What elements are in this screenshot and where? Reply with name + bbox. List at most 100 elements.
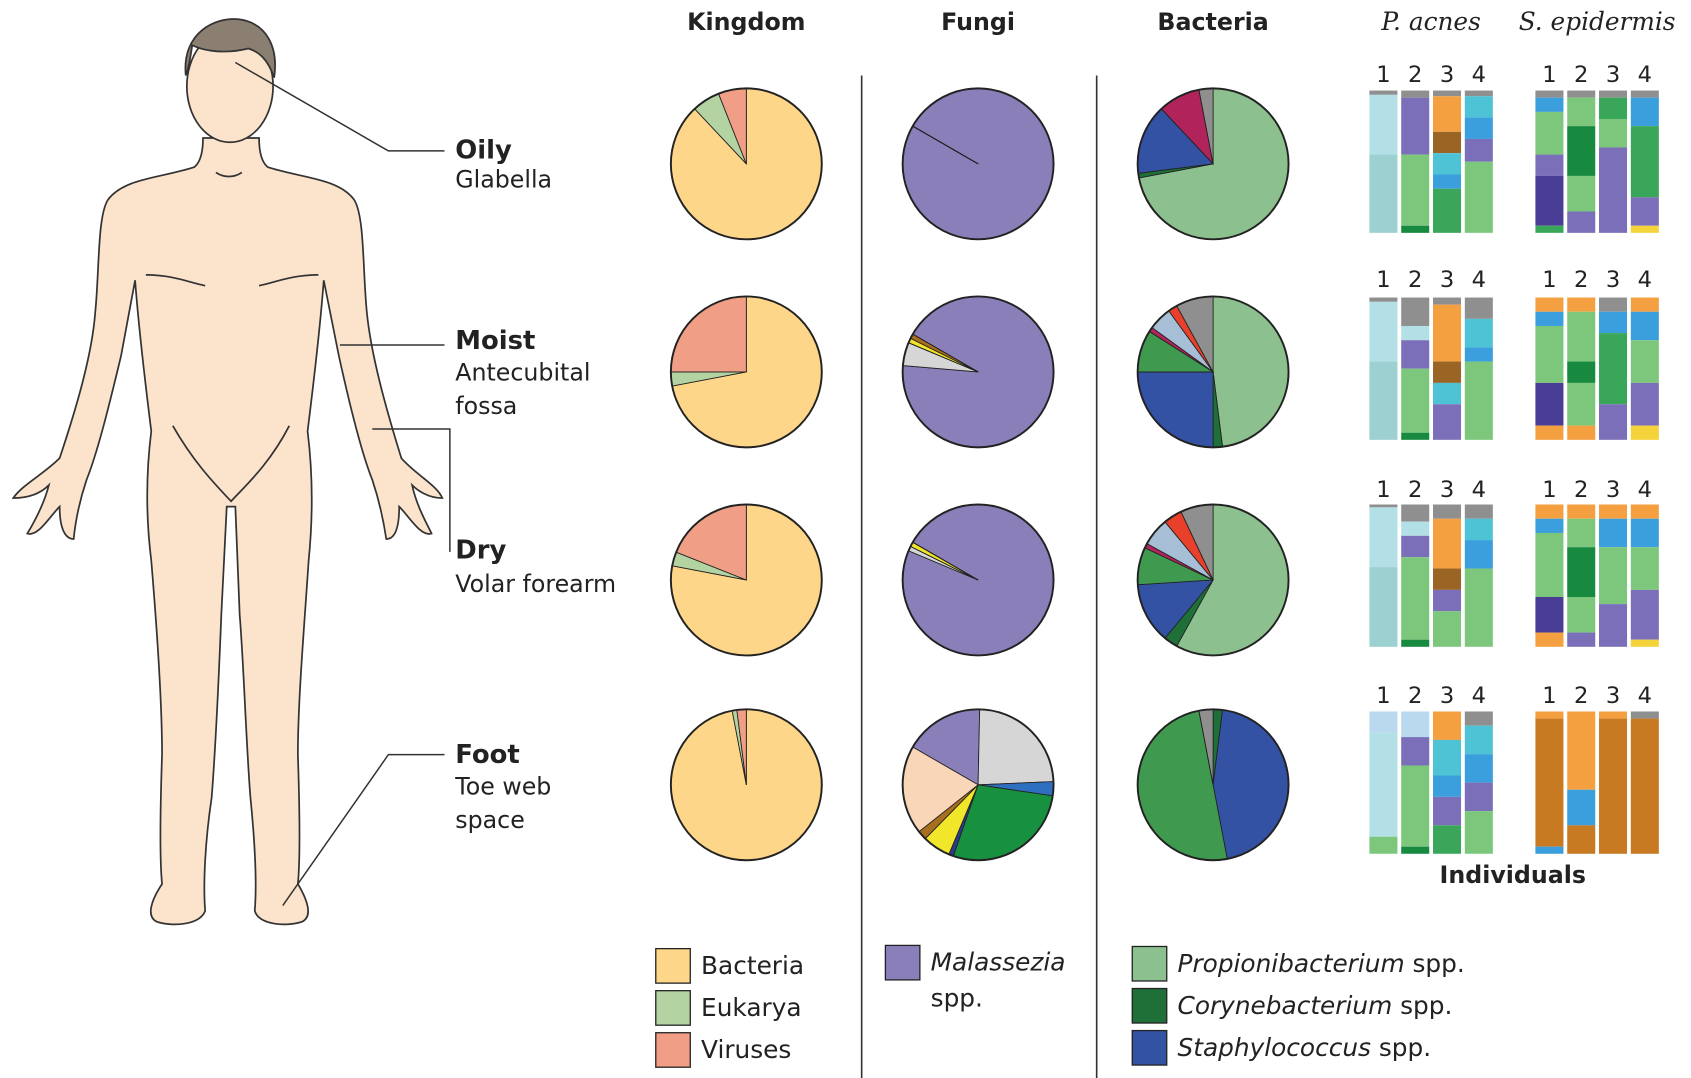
strain-segment — [1464, 754, 1493, 783]
legend-swatch — [884, 944, 921, 981]
strain-title: P. acnes — [1380, 7, 1480, 36]
individual-label: 1 — [1542, 267, 1556, 293]
strain-segment — [1535, 90, 1564, 98]
strain-segment — [1630, 382, 1659, 426]
strain-segment — [1401, 90, 1430, 98]
legend-label: Staphylococcus spp. — [1178, 1033, 1432, 1062]
strain-segment — [1433, 775, 1462, 797]
strain-segment — [1433, 404, 1462, 440]
individual-label: 1 — [1542, 62, 1556, 88]
strain-segment — [1567, 504, 1596, 519]
individual-label: 2 — [1408, 62, 1422, 88]
strain-segment — [1433, 188, 1462, 233]
strain-segment — [1535, 518, 1564, 533]
individual-label: 1 — [1542, 683, 1556, 709]
strain-segment — [1464, 161, 1493, 233]
individual-label: 3 — [1440, 267, 1454, 293]
strain-segment — [1369, 507, 1398, 568]
strain-segment — [1433, 711, 1462, 740]
strain-segment — [1599, 147, 1628, 233]
strain-segment — [1401, 340, 1430, 369]
strain-segment — [1535, 97, 1564, 112]
strain-segment — [1567, 789, 1596, 826]
strain-segment — [1535, 311, 1564, 326]
strain-segment — [1369, 836, 1398, 854]
strain-segment — [1567, 518, 1596, 548]
leader-line — [282, 753, 445, 906]
strain-segment — [1567, 97, 1596, 127]
individual-label: 4 — [1638, 683, 1652, 709]
pie-outline — [669, 295, 823, 449]
strain-segment — [1567, 90, 1596, 98]
pie-outline — [901, 87, 1055, 241]
strain-segment — [1401, 521, 1430, 536]
legend-label: Malassezia spp. — [931, 948, 1074, 1013]
strain-segment — [1464, 347, 1493, 362]
individual-label: 3 — [1440, 62, 1454, 88]
strain-segment — [1401, 846, 1430, 854]
strain-segment — [1535, 711, 1564, 719]
strain-segment — [1599, 97, 1628, 120]
pie-outline — [1136, 708, 1290, 862]
strain-segment — [1630, 718, 1659, 854]
strain-segment — [1599, 711, 1628, 719]
pie-outline — [669, 708, 823, 862]
strain-segment — [1464, 518, 1493, 541]
strain-segment — [1433, 589, 1462, 612]
strain-segment — [1599, 604, 1628, 647]
zone-label: Foot — [455, 740, 520, 770]
strain-segment — [1464, 782, 1493, 812]
strain-segment — [1433, 825, 1462, 854]
pie-slice — [1212, 296, 1289, 448]
strain-segment — [1433, 131, 1462, 154]
individual-label: 3 — [1440, 477, 1454, 503]
strain-segment — [1567, 596, 1596, 633]
strain-segment — [1401, 639, 1430, 647]
strain-segment — [1433, 297, 1462, 305]
pie-slice — [977, 708, 1054, 786]
strain-segment — [1535, 297, 1564, 312]
individual-label: 2 — [1574, 267, 1588, 293]
zone-label: Oily — [455, 135, 512, 165]
strain-segment — [1567, 825, 1596, 854]
column-title: Bacteria — [1157, 8, 1268, 36]
strain-segment — [1369, 732, 1398, 837]
body-details — [145, 171, 319, 503]
strain-segment — [1369, 711, 1398, 733]
pie-slice — [670, 296, 747, 373]
strain-segment — [1630, 225, 1659, 233]
site-label: fossa — [455, 392, 517, 420]
legend-swatch — [655, 990, 691, 1026]
strain-segment — [1401, 97, 1430, 155]
strain-segment — [1535, 425, 1564, 440]
strain-segment — [1401, 432, 1430, 440]
strain-title: S. epidermis — [1519, 7, 1676, 36]
pie-outline — [1136, 87, 1290, 241]
strain-segment — [1535, 632, 1564, 647]
strain-segment — [1464, 711, 1493, 726]
individual-label: 4 — [1472, 477, 1486, 503]
strain-segment — [1369, 90, 1398, 95]
individual-label: 2 — [1574, 683, 1588, 709]
legend-swatch — [655, 1032, 691, 1068]
strain-segment — [1433, 739, 1462, 776]
pie-slice — [1212, 709, 1289, 860]
strain-segment — [1630, 504, 1659, 519]
strain-segment — [1599, 404, 1628, 440]
site-label: Glabella — [455, 166, 552, 194]
individual-label: 4 — [1472, 267, 1486, 293]
strain-segment — [1464, 138, 1493, 162]
pie-outline — [901, 295, 1055, 449]
dividers — [860, 75, 1098, 1078]
zone-label: Moist — [455, 326, 535, 356]
individual-label: 2 — [1408, 683, 1422, 709]
legend-swatch — [655, 947, 691, 984]
site-label: Toe web — [454, 773, 551, 801]
strain-segment — [1369, 504, 1398, 508]
strain-segment — [1401, 535, 1430, 558]
strain-segment — [1567, 547, 1596, 597]
strain-segment — [1464, 540, 1493, 569]
site-label: Antecubital — [455, 359, 590, 387]
strain-segment — [1433, 504, 1462, 519]
strain-segment — [1630, 340, 1659, 383]
